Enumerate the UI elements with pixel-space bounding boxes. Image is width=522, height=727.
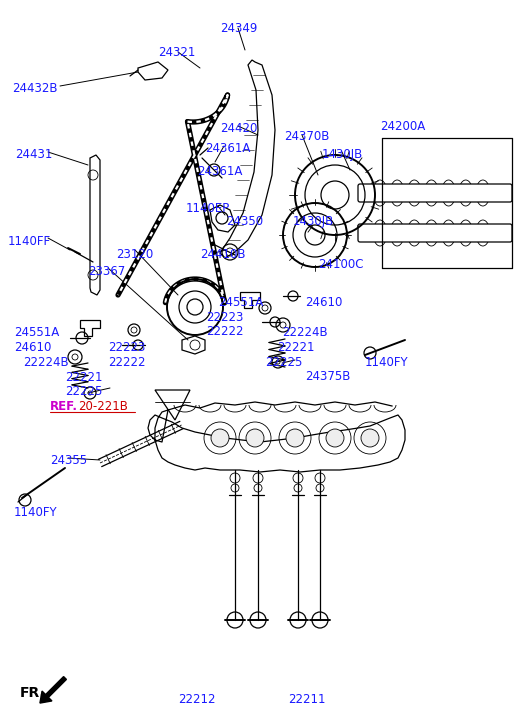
Text: 24349: 24349: [220, 22, 257, 35]
Text: 24420: 24420: [220, 122, 257, 135]
FancyArrow shape: [40, 677, 66, 703]
Text: REF.: REF.: [50, 400, 78, 413]
Text: 24610: 24610: [305, 296, 342, 309]
Text: 22225: 22225: [65, 385, 102, 398]
Circle shape: [361, 429, 379, 447]
Ellipse shape: [373, 180, 387, 206]
Text: 23367: 23367: [88, 265, 125, 278]
Text: 24410B: 24410B: [200, 248, 245, 261]
Text: 1140EP: 1140EP: [186, 202, 230, 215]
Ellipse shape: [390, 220, 404, 246]
Text: 24431: 24431: [15, 148, 52, 161]
Text: 22221: 22221: [277, 341, 314, 354]
Ellipse shape: [459, 220, 473, 246]
FancyBboxPatch shape: [358, 184, 512, 202]
Text: 1140FY: 1140FY: [14, 506, 57, 519]
Text: 23120: 23120: [116, 248, 153, 261]
Text: 1430JB: 1430JB: [293, 215, 334, 228]
Text: 24361A: 24361A: [205, 142, 251, 155]
Ellipse shape: [424, 220, 438, 246]
Text: 24375B: 24375B: [305, 370, 350, 383]
Ellipse shape: [373, 220, 387, 246]
Circle shape: [211, 429, 229, 447]
Text: 20-221B: 20-221B: [78, 400, 128, 413]
Text: 22224B: 22224B: [23, 356, 68, 369]
Circle shape: [246, 429, 264, 447]
Text: 24370B: 24370B: [284, 130, 329, 143]
Ellipse shape: [442, 220, 456, 246]
Circle shape: [326, 429, 344, 447]
Text: 22223: 22223: [108, 341, 145, 354]
Ellipse shape: [407, 180, 421, 206]
Text: 24100C: 24100C: [318, 258, 363, 271]
Text: 22224B: 22224B: [282, 326, 328, 339]
Text: 22211: 22211: [288, 693, 326, 706]
Ellipse shape: [459, 180, 473, 206]
Text: 1140FF: 1140FF: [8, 235, 51, 248]
Text: 24551A: 24551A: [218, 296, 263, 309]
Text: 22222: 22222: [206, 325, 243, 338]
Circle shape: [286, 429, 304, 447]
FancyBboxPatch shape: [358, 224, 512, 242]
Text: 22222: 22222: [108, 356, 146, 369]
Text: FR.: FR.: [20, 686, 46, 700]
Text: 24355: 24355: [50, 454, 87, 467]
Text: 24361A: 24361A: [197, 165, 242, 178]
Text: 24432B: 24432B: [12, 82, 57, 95]
Text: 22221: 22221: [65, 371, 102, 384]
Text: 24551A: 24551A: [14, 326, 60, 339]
Text: 1140FY: 1140FY: [365, 356, 409, 369]
Ellipse shape: [390, 180, 404, 206]
Text: 22212: 22212: [178, 693, 216, 706]
Text: 24610: 24610: [14, 341, 51, 354]
Text: 24321: 24321: [158, 46, 195, 59]
Ellipse shape: [442, 180, 456, 206]
Text: 22223: 22223: [206, 311, 243, 324]
Text: 24200A: 24200A: [380, 120, 425, 133]
Ellipse shape: [424, 180, 438, 206]
Text: 24350: 24350: [226, 215, 263, 228]
Text: 1430JB: 1430JB: [322, 148, 363, 161]
Ellipse shape: [476, 220, 490, 246]
Ellipse shape: [407, 220, 421, 246]
Text: 22225: 22225: [265, 356, 302, 369]
Ellipse shape: [476, 180, 490, 206]
